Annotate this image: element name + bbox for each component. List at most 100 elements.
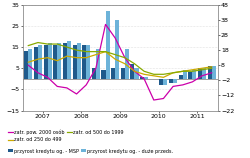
zatr. pow. 2000 osób [123, 57, 126, 59]
zatr. od 500 do 1999 [104, 51, 107, 53]
zatr. pow. 2000 osób [75, 93, 78, 95]
Line: zatr. od 250 do 499: zatr. od 250 do 499 [28, 52, 212, 77]
zatr. od 500 do 1999 [85, 51, 88, 53]
zatr. od 500 do 1999 [172, 72, 174, 74]
zatr. pow. 2000 osób [133, 70, 136, 72]
Legend: przyrost kredytu og. - MSP, przyrost kredytu og. - duże przeds.: przyrost kredytu og. - MSP, przyrost kre… [8, 148, 174, 154]
Bar [134, 68, 138, 79]
Bar [192, 70, 196, 79]
zatr. pow. 2000 osób [162, 97, 165, 99]
zatr. pow. 2000 osób [104, 23, 107, 25]
zatr. od 250 do 499 [123, 63, 126, 65]
Line: zatr. od 500 do 1999: zatr. od 500 do 1999 [28, 43, 212, 74]
zatr. pow. 2000 osób [94, 67, 97, 69]
zatr. od 250 do 499 [133, 70, 136, 72]
Bar [92, 68, 96, 79]
zatr. od 500 do 1999 [66, 46, 68, 48]
zatr. od 250 do 499 [36, 58, 40, 60]
zatr. od 250 do 499 [85, 57, 88, 59]
zatr. pow. 2000 osób [56, 85, 59, 87]
zatr. od 500 do 1999 [181, 70, 184, 72]
zatr. pow. 2000 osób [46, 76, 49, 78]
Bar [188, 73, 192, 79]
Bar [144, 77, 148, 79]
zatr. od 500 do 1999 [114, 54, 117, 56]
zatr. pow. 2000 osób [85, 84, 88, 86]
Bar [57, 43, 61, 79]
Bar [63, 43, 67, 79]
zatr. od 500 do 1999 [200, 69, 203, 71]
zatr. pow. 2000 osób [143, 78, 146, 80]
Bar [179, 75, 183, 79]
zatr. od 250 do 499 [210, 66, 213, 68]
zatr. od 500 do 1999 [133, 63, 136, 65]
zatr. od 500 do 1999 [191, 70, 194, 72]
Bar [53, 45, 57, 79]
zatr. od 250 do 499 [152, 75, 155, 77]
Bar [130, 64, 134, 79]
Legend: zatr. pow. 2000 osób, zatr. od 250 do 499, zatr. od 500 do 1999: zatr. pow. 2000 osób, zatr. od 250 do 49… [8, 129, 124, 143]
zatr. od 250 do 499 [75, 57, 78, 59]
Bar [24, 51, 28, 79]
zatr. od 250 do 499 [66, 55, 68, 57]
zatr. od 250 do 499 [27, 61, 30, 63]
zatr. od 250 do 499 [181, 70, 184, 72]
zatr. od 500 do 1999 [143, 70, 146, 72]
zatr. od 250 do 499 [114, 58, 117, 60]
Bar [183, 70, 187, 79]
Bar [34, 47, 38, 79]
zatr. od 250 do 499 [200, 67, 203, 69]
zatr. pow. 2000 osób [152, 99, 155, 101]
Bar [76, 43, 80, 79]
Bar [160, 79, 164, 85]
Bar [96, 49, 100, 79]
Bar [72, 45, 76, 79]
zatr. od 500 do 1999 [210, 67, 213, 69]
zatr. pow. 2000 osób [66, 87, 68, 89]
zatr. od 500 do 1999 [123, 57, 126, 59]
zatr. od 500 do 1999 [27, 45, 30, 46]
Line: zatr. pow. 2000 osób: zatr. pow. 2000 osób [28, 24, 212, 100]
Bar [212, 66, 216, 79]
Bar [198, 68, 202, 79]
Bar [82, 45, 86, 79]
zatr. od 500 do 1999 [56, 43, 59, 45]
zatr. od 250 do 499 [94, 54, 97, 56]
zatr. pow. 2000 osób [210, 72, 213, 74]
zatr. od 250 do 499 [104, 51, 107, 53]
Bar [102, 70, 105, 79]
Bar [164, 79, 168, 85]
zatr. od 500 do 1999 [162, 73, 165, 75]
zatr. od 250 do 499 [191, 69, 194, 71]
Bar [208, 66, 212, 79]
zatr. od 250 do 499 [46, 57, 49, 59]
Bar [67, 41, 71, 79]
zatr. od 500 do 1999 [75, 49, 78, 51]
zatr. od 500 do 1999 [36, 42, 40, 43]
zatr. od 250 do 499 [143, 73, 146, 75]
Bar [125, 49, 129, 79]
zatr. od 500 do 1999 [152, 73, 155, 75]
Bar [111, 68, 115, 79]
Bar [86, 45, 90, 79]
zatr. pow. 2000 osób [114, 37, 117, 39]
Bar [48, 43, 52, 79]
zatr. od 250 do 499 [56, 60, 59, 62]
Bar [121, 68, 125, 79]
zatr. pow. 2000 osób [27, 64, 30, 66]
Bar [38, 45, 42, 79]
Bar [44, 45, 48, 79]
Bar [28, 49, 32, 79]
zatr. pow. 2000 osób [191, 81, 194, 83]
Bar [173, 79, 177, 83]
zatr. pow. 2000 osób [200, 75, 203, 77]
Bar [169, 79, 173, 83]
zatr. od 500 do 1999 [94, 51, 97, 53]
Bar [115, 20, 119, 79]
zatr. pow. 2000 osób [36, 72, 40, 74]
zatr. pow. 2000 osób [181, 84, 184, 86]
Bar [140, 77, 144, 79]
zatr. pow. 2000 osób [172, 85, 174, 87]
zatr. od 250 do 499 [162, 76, 165, 78]
Bar [106, 11, 110, 79]
